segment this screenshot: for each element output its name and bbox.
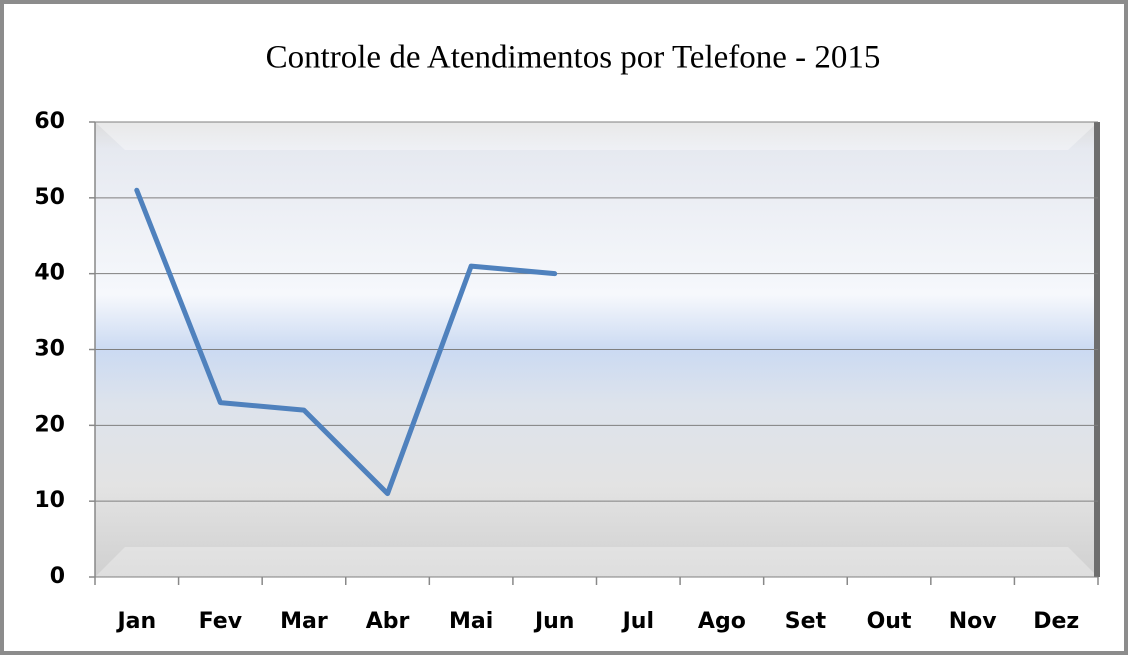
x-tick-label: Jul: [621, 609, 654, 634]
x-tick-label: Mar: [280, 609, 328, 634]
x-tick-label: Jan: [115, 609, 156, 634]
y-tick-label: 0: [50, 564, 65, 589]
y-tick-label: 20: [34, 412, 65, 437]
x-tick-label: Fev: [199, 609, 243, 634]
x-tick-label: Ago: [698, 609, 746, 634]
y-tick-label: 40: [34, 261, 65, 286]
x-tick-label: Out: [867, 609, 912, 634]
y-tick-label: 10: [34, 488, 65, 513]
x-tick-label: Set: [785, 609, 827, 634]
x-tick-label: Dez: [1033, 609, 1079, 634]
bevel: [95, 547, 1098, 577]
x-tick-label: Mai: [449, 609, 493, 634]
y-tick-label: 50: [34, 185, 65, 210]
bevel: [95, 122, 1098, 150]
x-tick-label: Jun: [533, 609, 575, 634]
line-series: [134, 187, 558, 497]
y-tick-label: 60: [34, 109, 65, 134]
x-tick-label: Abr: [366, 609, 410, 634]
y-tick-label: 30: [34, 337, 65, 362]
x-tick-label: Nov: [949, 609, 998, 634]
chart-title: Controle de Atendimentos por Telefone - …: [266, 40, 881, 76]
